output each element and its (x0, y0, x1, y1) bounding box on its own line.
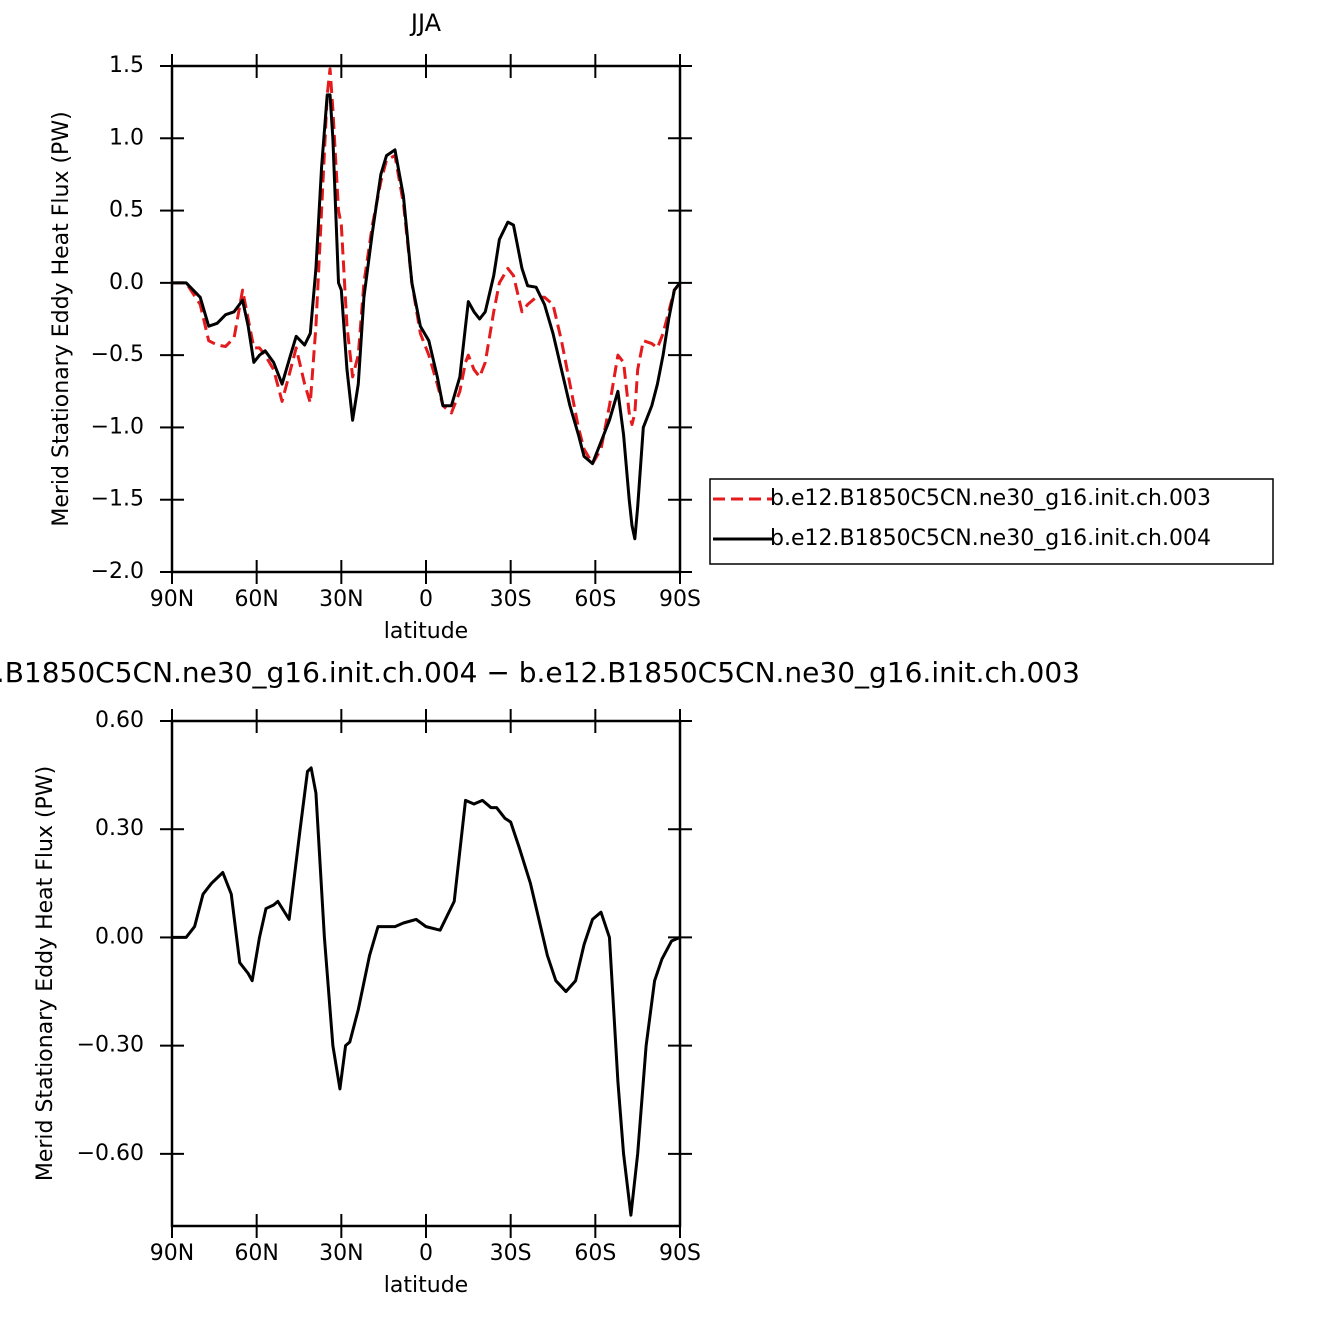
legend-box (709, 478, 1274, 565)
y-axis-label: Merid Stationary Eddy Heat Flux (PW) (33, 766, 58, 1181)
chart-title: b.e12.B1850C5CN.ne30_g16.init.ch.004 − b… (0, 656, 1080, 689)
chart-title: JJA (409, 9, 442, 37)
y-tick-label: 1.5 (109, 53, 144, 78)
y-tick-label: −0.30 (77, 1033, 144, 1058)
data-line (172, 93, 682, 541)
plot-frame (170, 64, 682, 574)
y-axis-label: Merid Stationary Eddy Heat Flux (PW) (49, 111, 74, 526)
x-tick-label: 90N (150, 587, 194, 612)
x-tick-label: 90N (150, 1241, 194, 1266)
x-axis-label: latitude (384, 619, 468, 644)
y-tick-label: −0.5 (91, 342, 144, 367)
data-line (172, 67, 682, 466)
x-tick-label: 60N (234, 1241, 278, 1266)
y-tick-label: 0.0 (109, 270, 144, 295)
x-tick-label: 90S (659, 587, 701, 612)
plot-frame (170, 719, 682, 1228)
y-tick-label: −1.5 (91, 487, 144, 512)
x-tick-label: 30S (490, 587, 532, 612)
legend-label: b.e12.B1850C5CN.ne30_g16.init.ch.004 (770, 526, 1211, 551)
y-tick-label: 0.00 (95, 924, 144, 949)
x-tick-label: 60S (574, 1241, 616, 1266)
x-tick-label: 30N (319, 587, 363, 612)
y-tick-label: −0.60 (77, 1141, 144, 1166)
x-axis-label: latitude (384, 1273, 468, 1298)
x-tick-label: 0 (419, 587, 433, 612)
data-line (172, 766, 681, 1217)
y-tick-label: 1.0 (109, 125, 144, 150)
x-tick-label: 0 (419, 1241, 433, 1266)
x-tick-label: 30S (490, 1241, 532, 1266)
legend-label: b.e12.B1850C5CN.ne30_g16.init.ch.003 (770, 486, 1211, 511)
y-tick-label: 0.5 (109, 198, 144, 223)
x-tick-label: 60S (574, 587, 616, 612)
y-tick-label: −2.0 (91, 559, 144, 584)
x-tick-label: 60N (234, 587, 278, 612)
y-tick-label: 0.30 (95, 816, 144, 841)
x-tick-label: 90S (659, 1241, 701, 1266)
y-tick-label: 0.60 (95, 708, 144, 733)
y-tick-label: −1.0 (91, 414, 144, 439)
x-tick-label: 30N (319, 1241, 363, 1266)
